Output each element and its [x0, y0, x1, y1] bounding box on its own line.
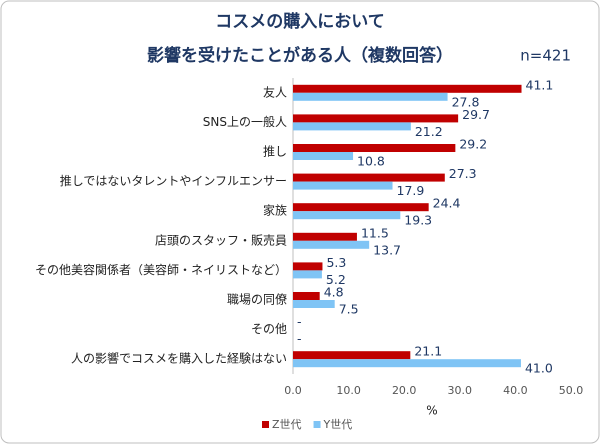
legend-swatch [313, 421, 321, 428]
x-tick-label: 40.0 [503, 384, 528, 397]
x-tick-label: 50.0 [559, 384, 584, 397]
x-tick-label: 30.0 [448, 384, 473, 397]
value-label: 5.2 [326, 272, 346, 287]
bar [293, 359, 521, 368]
x-tick-label: 0.0 [284, 384, 302, 397]
bar [293, 92, 448, 101]
value-label: 13.7 [373, 242, 401, 257]
value-label: 5.3 [326, 255, 346, 270]
value-label: 10.8 [357, 154, 385, 169]
value-label: 27.8 [452, 94, 480, 109]
legend-label: Z世代 [272, 418, 302, 431]
bar [293, 270, 322, 279]
bar [293, 173, 445, 182]
y-tick-label: 店頭のスタッフ・販売員 [155, 232, 287, 247]
y-tick-label: 推し [263, 145, 287, 159]
value-label: 4.8 [324, 285, 344, 300]
legend-swatch [262, 421, 269, 428]
bar [293, 114, 459, 123]
value-label: 29.7 [462, 107, 490, 122]
sample-size: n=421 [520, 47, 571, 65]
bar [293, 84, 522, 93]
value-label: 24.4 [433, 196, 461, 211]
value-label: 41.1 [526, 77, 554, 92]
value-label: 21.1 [414, 344, 442, 359]
y-tick-label: その他 [251, 322, 287, 336]
value-label: 27.3 [449, 166, 477, 181]
bar [293, 300, 335, 308]
bar [293, 203, 429, 212]
value-label: 19.3 [404, 213, 432, 228]
bar [293, 152, 354, 160]
y-tick-label: 家族 [263, 203, 287, 218]
y-tick-label: SNS上の一般人 [203, 114, 287, 129]
bar [293, 240, 370, 249]
y-tick-label: 友人 [263, 85, 287, 99]
chart-title: コスメの購入において [215, 11, 385, 32]
bar [293, 262, 323, 271]
bar [293, 144, 456, 152]
value-label: 11.5 [361, 225, 389, 240]
value-label: - [297, 314, 302, 329]
value-label: - [297, 331, 302, 346]
legend-label: Y世代 [323, 418, 353, 431]
x-tick-label: 10.0 [336, 384, 361, 397]
chart-title: 影響を受けたことがある人（複数回答） [147, 45, 453, 66]
bar [293, 211, 401, 220]
x-axis-label: % [426, 404, 437, 418]
bar [293, 292, 320, 300]
y-tick-label: その他美容関係者（美容師・ネイリストなど） [35, 262, 287, 277]
value-label: 17.9 [397, 183, 425, 198]
bar [293, 351, 411, 360]
value-label: 41.0 [525, 361, 553, 376]
value-label: 7.5 [339, 302, 359, 317]
value-label: 29.2 [459, 137, 487, 152]
bar [293, 232, 357, 241]
x-tick-label: 20.0 [392, 384, 417, 397]
value-label: 21.2 [415, 124, 443, 139]
y-tick-label: 人の影響でコスメを購入した経験はない [71, 351, 287, 366]
bar [293, 181, 393, 190]
bar [293, 122, 411, 131]
y-tick-label: 推しではないタレントやインフルエンサー [60, 174, 287, 188]
y-tick-label: 職場の同僚 [227, 292, 287, 307]
